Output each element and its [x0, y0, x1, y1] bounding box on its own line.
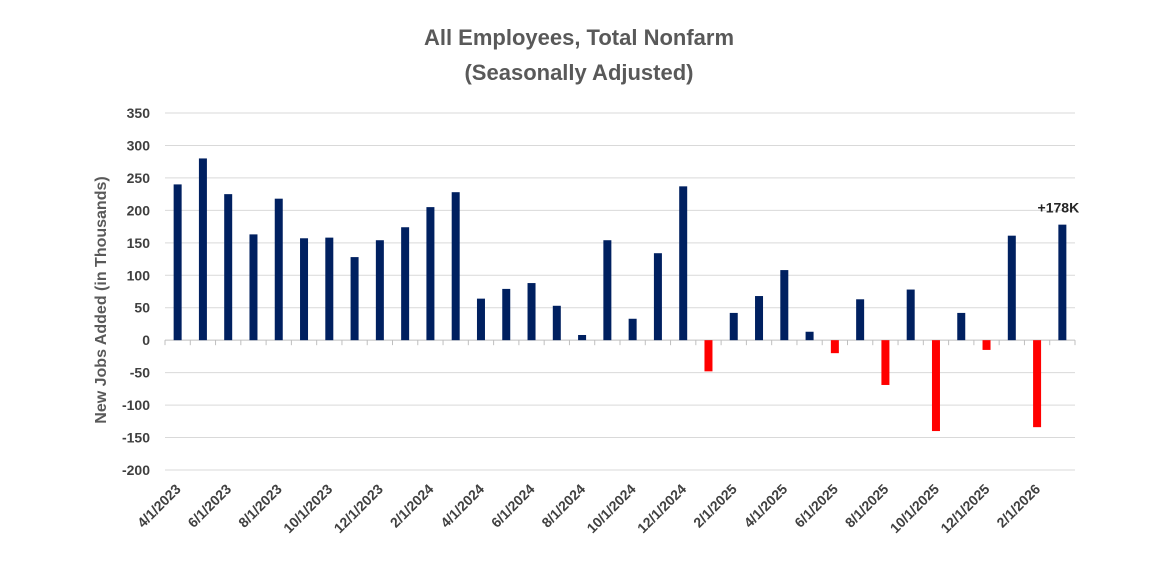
- bar-8-1-2023: [274, 198, 283, 341]
- bar-6-1-2024: [527, 283, 536, 341]
- x-tick-label: 8/1/2023: [235, 481, 285, 531]
- y-tick-label: 150: [127, 235, 151, 251]
- bar-10-1-2023: [325, 237, 334, 341]
- bar-6-1-2023: [224, 194, 233, 341]
- x-tick-label: 6/1/2023: [184, 481, 234, 531]
- bar-8-1-2025: [881, 340, 890, 385]
- bar-2-1-2024: [426, 207, 435, 341]
- x-tick-label: 12/1/2024: [634, 481, 690, 537]
- x-tick-label: 10/1/2024: [583, 481, 639, 537]
- bar-11-1-2025: [957, 312, 966, 341]
- bar-2-1-2026: [1033, 340, 1042, 428]
- x-tick-label: 6/1/2024: [488, 481, 538, 531]
- data-label-annotation: +178K: [1038, 200, 1080, 216]
- y-tick-label: 200: [127, 202, 151, 218]
- bar-3-1-2026: [1058, 224, 1067, 341]
- x-tick-label: 4/1/2024: [437, 481, 487, 531]
- y-tick-label: 250: [127, 170, 151, 186]
- bar-5-1-2024: [502, 288, 511, 341]
- bar-1-1-2026: [1007, 235, 1016, 341]
- x-tick-label: 2/1/2026: [993, 481, 1043, 531]
- x-tick-label: 10/1/2025: [887, 481, 943, 537]
- bar-4-1-2023: [173, 184, 182, 341]
- y-tick-label: 300: [127, 137, 151, 153]
- bar-2-1-2025: [729, 312, 738, 341]
- bar-5-1-2023: [198, 158, 207, 341]
- bar-9-1-2024: [603, 240, 612, 341]
- y-tick-label: -150: [122, 430, 150, 446]
- annotations: +178K: [1038, 200, 1080, 216]
- bar-11-1-2024: [653, 253, 662, 341]
- x-tick-label: 12/1/2023: [331, 481, 387, 537]
- bar-11-1-2023: [350, 257, 359, 341]
- bar-10-1-2024: [628, 318, 637, 341]
- y-tick-label: -100: [122, 397, 150, 413]
- y-axis-title: New Jobs Added (in Thousands): [93, 176, 110, 423]
- bar-9-1-2025: [906, 289, 915, 341]
- bar-7-1-2025: [856, 299, 865, 341]
- bar-12-1-2023: [375, 240, 384, 341]
- x-tick-label: 2/1/2025: [690, 481, 740, 531]
- x-tick-label: 6/1/2025: [791, 481, 841, 531]
- bar-1-1-2024: [401, 227, 410, 341]
- bar-4-1-2024: [476, 298, 485, 341]
- x-tick-label: 2/1/2024: [387, 481, 437, 531]
- bar-8-1-2024: [578, 334, 587, 341]
- x-tick-label: 12/1/2025: [937, 481, 993, 537]
- chart-title-line2: (Seasonally Adjusted): [464, 60, 693, 85]
- x-tick-label: 10/1/2023: [280, 481, 336, 537]
- bar-9-1-2023: [300, 238, 309, 341]
- bar-10-1-2025: [931, 340, 940, 432]
- y-tick-label: -200: [122, 462, 150, 478]
- x-tick-label: 8/1/2024: [538, 481, 588, 531]
- x-tick-label: 4/1/2025: [741, 481, 791, 531]
- bar-7-1-2024: [552, 305, 561, 341]
- bar-3-1-2024: [451, 192, 460, 341]
- y-tick-label: 50: [134, 300, 150, 316]
- bar-4-1-2025: [780, 270, 789, 341]
- x-tick-label: 4/1/2023: [134, 481, 184, 531]
- y-tick-label: 100: [127, 267, 151, 283]
- y-tick-label: 350: [127, 105, 151, 121]
- bar-12-1-2024: [679, 186, 688, 341]
- bar-12-1-2025: [982, 340, 991, 350]
- x-tick-label: 8/1/2025: [842, 481, 892, 531]
- y-axis-ticks: 350 300 250 200 150 100 50 0 -50 -100 -150 -200: [122, 105, 150, 478]
- y-tick-label: 0: [142, 332, 150, 348]
- bars: [173, 158, 1067, 432]
- bar-5-1-2025: [805, 331, 814, 341]
- gridlines: [165, 112, 1075, 471]
- chart-title-line1: All Employees, Total Nonfarm: [424, 25, 734, 50]
- y-tick-label: -50: [130, 365, 150, 381]
- bar-7-1-2023: [249, 234, 258, 341]
- bar-3-1-2025: [755, 296, 764, 341]
- bar-1-1-2025: [704, 340, 713, 372]
- bar-6-1-2025: [830, 340, 839, 354]
